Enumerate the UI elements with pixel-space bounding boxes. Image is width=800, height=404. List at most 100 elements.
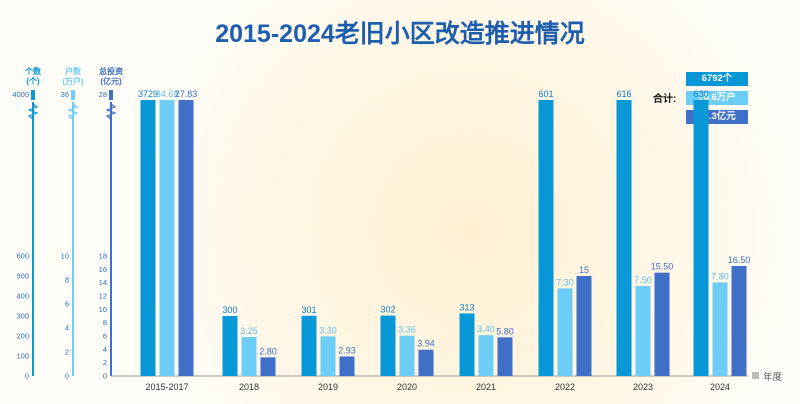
axis-investment-unit: (亿元) bbox=[100, 76, 122, 86]
data-label-households: 7.30 bbox=[556, 277, 574, 287]
axis-count-tick-label: 400 bbox=[16, 292, 29, 301]
bar-investment bbox=[576, 276, 592, 376]
axis-investment-tick-label: 6 bbox=[103, 332, 107, 341]
data-label-investment: 15.50 bbox=[651, 262, 674, 272]
data-label-investment: 15 bbox=[579, 265, 589, 275]
axis-investment-tick-label: 2 bbox=[103, 358, 107, 367]
bar-count bbox=[538, 100, 554, 376]
data-label-investment: 3.94 bbox=[417, 339, 435, 349]
axis-investment-top-cap bbox=[109, 90, 113, 100]
x-tick-label: 2023 bbox=[633, 382, 653, 392]
data-label-households: 34.69 bbox=[156, 89, 179, 99]
bar-count bbox=[301, 315, 317, 376]
data-label-investment: 5.80 bbox=[496, 326, 514, 336]
axis-investment-tick-label: 18 bbox=[99, 252, 107, 261]
axis-count-tick-label: 0 bbox=[25, 372, 29, 381]
axis-investment-tick-label: 8 bbox=[103, 318, 107, 327]
data-label-households: 3.36 bbox=[398, 325, 416, 335]
data-label-households: 3.40 bbox=[477, 324, 495, 334]
axis-investment-tick-label: 10 bbox=[99, 305, 107, 314]
bar-count bbox=[693, 100, 709, 376]
data-label-count: 300 bbox=[222, 305, 237, 315]
x-tick-label: 2015-2017 bbox=[145, 382, 188, 392]
bar-households bbox=[712, 282, 728, 376]
axis-investment-title: 总投资 bbox=[99, 66, 123, 76]
data-label-households: 3.25 bbox=[240, 326, 258, 336]
axis-count-tick-label: 500 bbox=[16, 272, 29, 281]
bar-households bbox=[635, 286, 651, 376]
axis-count-tick-label: 600 bbox=[16, 252, 29, 261]
axis-households-title: 户数 bbox=[65, 66, 82, 76]
chart-title: 2015-2024老旧小区改造推进情况 bbox=[215, 20, 585, 48]
data-label-count: 616 bbox=[616, 89, 631, 99]
data-label-count: 630 bbox=[693, 89, 708, 99]
bar-households bbox=[241, 337, 257, 376]
bar-households bbox=[159, 100, 175, 376]
data-label-count: 301 bbox=[301, 305, 316, 315]
axis-households-tick-label: 10 bbox=[61, 252, 69, 261]
bar-households bbox=[557, 288, 573, 376]
bar-count bbox=[140, 100, 156, 376]
bar-count bbox=[222, 316, 238, 376]
data-label-households: 7.50 bbox=[634, 275, 652, 285]
axis-households-tick-label: 2 bbox=[65, 348, 69, 357]
axis-count-break-label: 4000 bbox=[12, 90, 29, 99]
bar-count bbox=[459, 313, 475, 376]
bar-investment bbox=[654, 272, 670, 376]
data-label-households: 7.80 bbox=[711, 271, 729, 281]
data-label-count: 302 bbox=[380, 305, 395, 315]
axis-households-top-cap bbox=[71, 90, 75, 100]
axis-households-tick-label: 0 bbox=[65, 372, 69, 381]
x-axis-title: 年度 bbox=[763, 371, 783, 383]
x-tick-label: 2018 bbox=[239, 382, 259, 392]
axis-count-break-mark bbox=[27, 103, 39, 120]
axis-count-top-cap bbox=[31, 90, 35, 100]
axis-investment-tick-label: 4 bbox=[103, 345, 107, 354]
x-axis-end-marker bbox=[752, 372, 759, 379]
bar-investment bbox=[260, 357, 276, 376]
axis-households-tick-label: 4 bbox=[65, 324, 69, 333]
axis-count-title: 个数 bbox=[24, 66, 42, 76]
axis-count-tick-label: 100 bbox=[16, 352, 29, 361]
axis-investment-tick-label: 0 bbox=[103, 372, 107, 381]
axis-count-tick-label: 300 bbox=[16, 312, 29, 321]
bar-households bbox=[399, 335, 415, 376]
data-label-count: 3729 bbox=[138, 89, 158, 99]
axis-count-unit: (个) bbox=[26, 76, 40, 86]
data-label-count: 601 bbox=[538, 89, 553, 99]
data-label-investment: 16.50 bbox=[728, 255, 751, 265]
axis-households-break-label: 36 bbox=[61, 90, 69, 99]
axis-investment-tick-label: 12 bbox=[99, 292, 107, 301]
x-tick-label: 2022 bbox=[555, 382, 575, 392]
axis-households-break-mark bbox=[67, 103, 79, 120]
axis-households-tick-label: 8 bbox=[65, 276, 69, 285]
data-label-investment: 2.93 bbox=[338, 345, 356, 355]
axis-investment-break-mark bbox=[105, 103, 117, 120]
bar-households bbox=[320, 336, 336, 376]
x-tick-label: 2019 bbox=[318, 382, 338, 392]
axis-households-tick-label: 6 bbox=[65, 300, 69, 309]
bar-investment bbox=[418, 349, 434, 376]
bar-investment bbox=[339, 356, 355, 376]
data-label-households: 3.30 bbox=[319, 325, 337, 335]
bar-investment bbox=[731, 266, 747, 376]
bar-investment bbox=[497, 337, 513, 376]
axis-count-tick-label: 200 bbox=[16, 332, 29, 341]
totals-count-badge: 6792个 bbox=[686, 72, 748, 86]
totals-label: 合计: bbox=[653, 94, 677, 105]
data-label-count: 313 bbox=[459, 302, 474, 312]
bar-households bbox=[478, 335, 494, 376]
axis-investment-tick-label: 16 bbox=[99, 265, 107, 274]
axis-households-unit: (万户) bbox=[62, 76, 84, 86]
bar-count bbox=[616, 100, 632, 376]
x-tick-label: 2024 bbox=[710, 382, 730, 392]
data-label-investment: 27.83 bbox=[175, 89, 198, 99]
bar-count bbox=[380, 315, 396, 376]
axis-investment-tick-label: 14 bbox=[99, 278, 107, 287]
x-tick-label: 2021 bbox=[476, 382, 496, 392]
x-tick-label: 2020 bbox=[397, 382, 417, 392]
bar-investment bbox=[178, 100, 194, 376]
data-label-investment: 2.80 bbox=[259, 346, 277, 356]
axis-investment-break-label: 28 bbox=[99, 90, 107, 99]
